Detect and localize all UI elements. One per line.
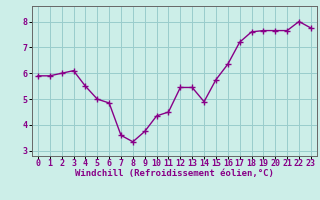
X-axis label: Windchill (Refroidissement éolien,°C): Windchill (Refroidissement éolien,°C) xyxy=(75,169,274,178)
